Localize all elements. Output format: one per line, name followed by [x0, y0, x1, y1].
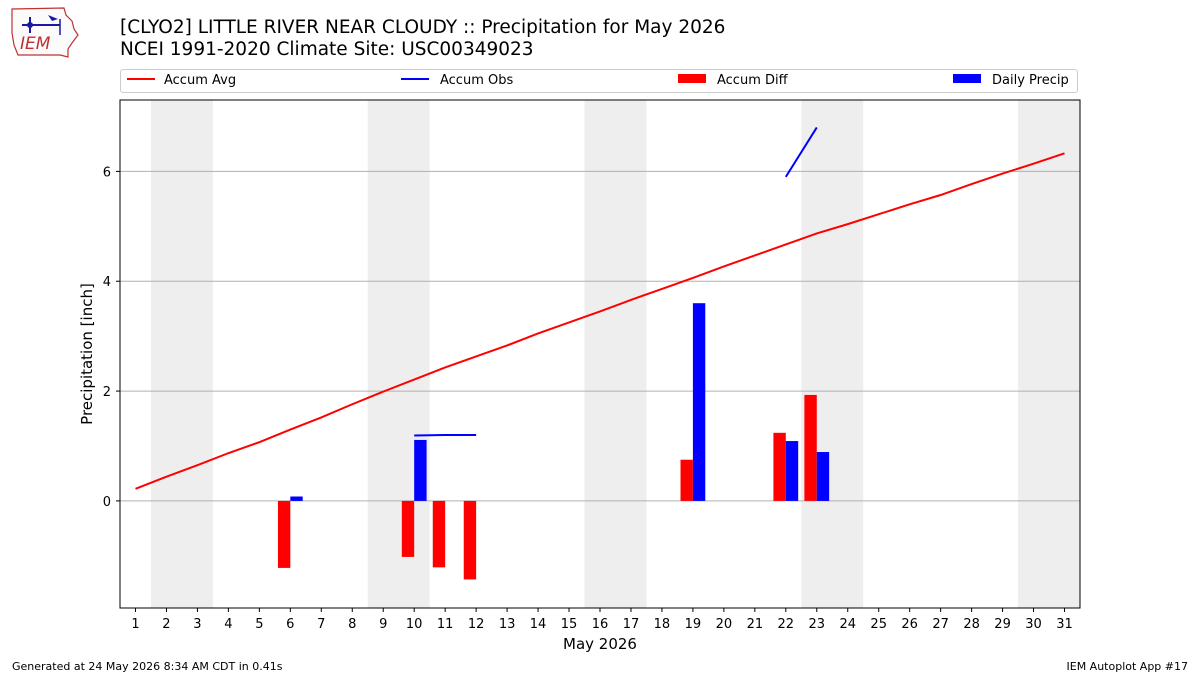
- x-tick-label-27: 27: [932, 617, 949, 632]
- x-tick-label-8: 8: [348, 617, 356, 632]
- x-tick-label-1: 1: [131, 617, 139, 632]
- weekend-band-0: [150, 100, 213, 608]
- daily-precip-bar-day-6: [290, 496, 303, 501]
- accum-diff-bar-day-12: [463, 500, 477, 580]
- x-tick-label-30: 30: [1025, 617, 1042, 632]
- x-tick-label-17: 17: [623, 617, 640, 632]
- x-tick-label-18: 18: [654, 617, 671, 632]
- accum-obs-legend-label: Accum Obs: [440, 73, 514, 88]
- accum-avg-line: [135, 152, 1065, 490]
- x-tick-label-29: 29: [994, 617, 1011, 632]
- daily-precip-bar-day-22: [785, 441, 799, 501]
- daily-precip-bar-day-19: [692, 303, 706, 501]
- x-axis-label: May 2026: [563, 635, 637, 653]
- accum-diff-bar-day-23: [804, 394, 817, 501]
- accum-diff-bar-day-19: [680, 459, 693, 501]
- accum-avg-legend-label: Accum Avg: [164, 73, 237, 88]
- daily-precip-bar-day-10: [414, 439, 427, 501]
- y-axis-label: Precipitation [inch]: [78, 283, 96, 425]
- x-tick-label-9: 9: [379, 617, 387, 632]
- x-tick-label-31: 31: [1056, 617, 1073, 632]
- accum-obs-line-segment-0: [414, 434, 477, 437]
- x-tick-label-4: 4: [224, 617, 232, 632]
- x-tick-label-11: 11: [437, 617, 454, 632]
- accum-diff-bar-day-22: [773, 432, 786, 501]
- x-tick-label-13: 13: [499, 617, 516, 632]
- weekend-band-1: [367, 100, 430, 608]
- chart-subtitle: NCEI 1991-2020 Climate Site: USC00349023: [120, 39, 534, 60]
- chart-title: [CLYO2] LITTLE RIVER NEAR CLOUDY :: Prec…: [120, 17, 726, 38]
- x-tick-label-6: 6: [286, 617, 294, 632]
- x-tick-label-26: 26: [901, 617, 918, 632]
- accum-diff-bar-day-11: [432, 500, 446, 568]
- x-tick-label-20: 20: [716, 617, 733, 632]
- weekend-band-4: [1018, 100, 1080, 608]
- accum-avg-legend-swatch: [127, 78, 155, 80]
- x-tick-label-25: 25: [870, 617, 887, 632]
- svg-text:IEM: IEM: [20, 34, 51, 54]
- x-tick-label-2: 2: [162, 617, 170, 632]
- weekend-band-3: [801, 100, 864, 608]
- y-tick-label-0: 0: [103, 495, 111, 510]
- weekend-band-2: [584, 100, 647, 608]
- generated-timestamp: Generated at 24 May 2026 8:34 AM CDT in …: [12, 660, 283, 673]
- daily-precip-legend-swatch: [953, 74, 981, 83]
- x-tick-label-14: 14: [530, 617, 547, 632]
- daily-precip-bar-day-23: [816, 452, 830, 501]
- autoplot-app-label: IEM Autoplot App #17: [1066, 660, 1189, 673]
- x-tick-label-5: 5: [255, 617, 263, 632]
- y-tick-label-6: 6: [103, 165, 111, 180]
- x-tick-label-15: 15: [561, 617, 578, 632]
- y-tick-label-4: 4: [103, 275, 111, 290]
- accum-obs-legend-swatch: [401, 78, 429, 80]
- accum-diff-legend-label: Accum Diff: [717, 73, 788, 88]
- iem-logo: IEM: [11, 7, 79, 58]
- accum-diff-legend-swatch: [678, 74, 706, 83]
- x-tick-label-24: 24: [839, 617, 856, 632]
- x-tick-label-16: 16: [592, 617, 609, 632]
- accum-diff-bar-day-10: [401, 500, 415, 557]
- x-tick-label-12: 12: [468, 617, 485, 632]
- y-tick-label-2: 2: [103, 385, 111, 400]
- daily-precip-legend-label: Daily Precip: [992, 73, 1069, 88]
- x-tick-label-3: 3: [193, 617, 201, 632]
- x-tick-label-19: 19: [685, 617, 702, 632]
- x-tick-label-28: 28: [963, 617, 980, 632]
- x-tick-label-7: 7: [317, 617, 325, 632]
- chart-legend: Accum Avg Accum Obs Accum Diff Daily Pre…: [120, 69, 1078, 93]
- accum-obs-line-segment-1: [784, 126, 818, 178]
- x-tick-label-23: 23: [809, 617, 826, 632]
- x-tick-label-22: 22: [778, 617, 795, 632]
- x-tick-label-21: 21: [747, 617, 764, 632]
- x-tick-label-10: 10: [406, 617, 423, 632]
- accum-diff-bar-day-6: [277, 500, 291, 568]
